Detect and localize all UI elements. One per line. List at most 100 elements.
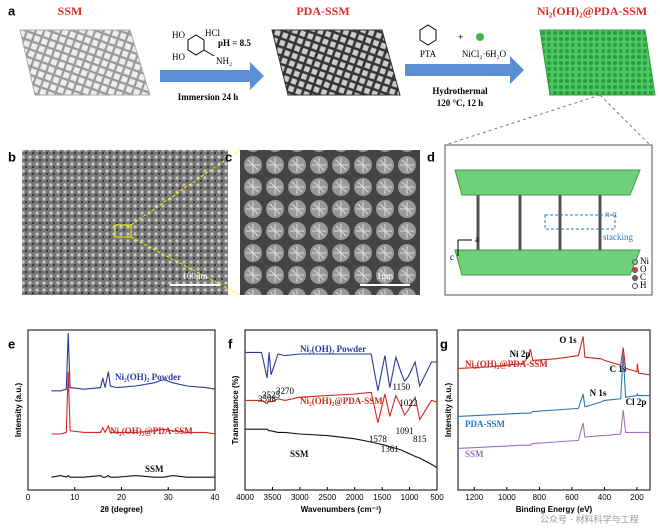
series-label: Ni₂(OH)₂ Powder — [115, 372, 181, 382]
label: SSM — [58, 4, 83, 18]
panel-label: b — [8, 149, 16, 164]
arrow — [405, 56, 524, 84]
series-line — [457, 353, 650, 417]
peak-label: C 1s — [610, 364, 627, 374]
peak-label: 815 — [413, 434, 427, 444]
series-line — [51, 474, 215, 478]
x-tick-label: 0 — [26, 493, 31, 502]
linkers — [476, 195, 602, 250]
legend-dot — [632, 283, 638, 289]
x-tick-label: 1200 — [465, 493, 483, 502]
legend-label: Ni — [640, 256, 649, 266]
peak-label: Ni 2p — [510, 349, 531, 359]
y-axis-label: Transmittance (%) — [231, 375, 240, 444]
plot-frame — [27, 329, 216, 491]
axes — [457, 239, 472, 256]
x-tick-label: 30 — [164, 493, 173, 502]
stacking-box — [544, 214, 616, 230]
legend-label: H — [640, 280, 647, 290]
label: stacking — [603, 232, 633, 242]
chem: NiCl₂·6H₂O — [462, 49, 507, 59]
x-tick-label: 3000 — [291, 493, 309, 502]
scale-label: 100μm — [182, 271, 207, 281]
x-axis-label: 2θ (degree) — [100, 505, 143, 514]
label: Immersion 24 h — [178, 92, 239, 102]
legend-label: O — [640, 264, 647, 274]
series-label: Ni₂(OH)₂ Powder — [300, 344, 366, 354]
label: PDA-SSM — [296, 4, 349, 18]
plot-frame — [457, 329, 651, 491]
chem: PTA — [420, 49, 437, 59]
panel-label: e — [8, 336, 15, 351]
legend-label: C — [640, 272, 646, 282]
label: 120 °C, 12 h — [437, 98, 484, 108]
label: a — [475, 234, 479, 244]
series-line — [245, 351, 437, 391]
x-tick-label: 1000 — [498, 493, 516, 502]
x-tick-label: 10 — [70, 493, 79, 502]
peak-label: 1022 — [399, 398, 417, 408]
x-axis-label: Wavenumbers (cm⁻¹) — [301, 505, 382, 514]
label: c — [450, 252, 454, 262]
chem: HO — [172, 52, 185, 62]
legend-dot — [632, 275, 638, 281]
label: Hydrothermal — [432, 86, 488, 96]
x-tick-label: 2500 — [318, 493, 336, 502]
legend-dot — [632, 267, 638, 273]
series-line — [51, 371, 216, 435]
x-tick-label: 1000 — [401, 493, 419, 502]
series-line — [51, 333, 216, 392]
x-tick-label: 2000 — [346, 493, 364, 502]
scale-label: 1μm — [377, 271, 393, 281]
peak-label: 1578 — [369, 434, 388, 444]
series-label: Ni₂(OH)₂@PDA-SSM — [110, 426, 193, 436]
peak-label: N 1s — [590, 388, 607, 398]
series-label: Ni₂(OH)₂@PDA-SSM — [465, 359, 548, 369]
layer — [454, 249, 641, 276]
series-label: Ni₂(OH)₂@PDA-SSM — [300, 396, 383, 406]
peak-label: 3525 — [262, 390, 281, 400]
x-tick-label: 500 — [430, 493, 444, 502]
peak-label: 1150 — [393, 382, 411, 392]
panel-label: d — [427, 149, 435, 164]
x-axis-label: Binding Energy (eV) — [516, 505, 593, 514]
layer — [454, 169, 641, 196]
mesh — [539, 29, 656, 96]
panel-label: c — [225, 149, 232, 164]
peak-label: Cl 2p — [626, 397, 647, 407]
peak-label: 1091 — [396, 426, 414, 436]
zoom-box — [114, 224, 132, 238]
chem: HO — [172, 30, 185, 40]
label: pH = 8.5 — [218, 38, 251, 48]
x-tick-label: 40 — [211, 493, 220, 502]
legend-dot — [632, 259, 638, 265]
series-label: PDA-SSM — [465, 419, 506, 429]
peak-label: 3270 — [276, 386, 295, 396]
mesh — [19, 29, 151, 96]
molecule — [187, 34, 215, 57]
peak-label: O 1s — [559, 335, 577, 345]
molecule — [419, 24, 437, 46]
series-line — [245, 428, 438, 469]
zoom-line — [130, 149, 241, 296]
panel-label: a — [8, 3, 16, 18]
chem: NH₂ — [216, 56, 232, 66]
x-tick-label: 400 — [598, 493, 612, 502]
x-tick-label: 1500 — [373, 493, 391, 502]
y-axis-label: Intensity (a.u.) — [14, 383, 23, 438]
x-tick-label: 600 — [565, 493, 579, 502]
x-tick-label: 4000 — [236, 493, 254, 502]
series-line — [457, 336, 651, 376]
series-line — [457, 409, 650, 449]
arrow — [160, 62, 264, 90]
y-axis-label: Intensity (a.u.) — [444, 383, 453, 438]
x-tick-label: 200 — [630, 493, 644, 502]
series-label: SSM — [465, 449, 484, 459]
label: π-π — [605, 209, 618, 219]
plot-frame — [244, 329, 438, 491]
watermark: 公众号 · 材料科学与工程 — [540, 514, 639, 526]
x-tick-label: 800 — [533, 493, 547, 502]
series-line — [245, 391, 438, 423]
sem-image — [240, 150, 420, 295]
